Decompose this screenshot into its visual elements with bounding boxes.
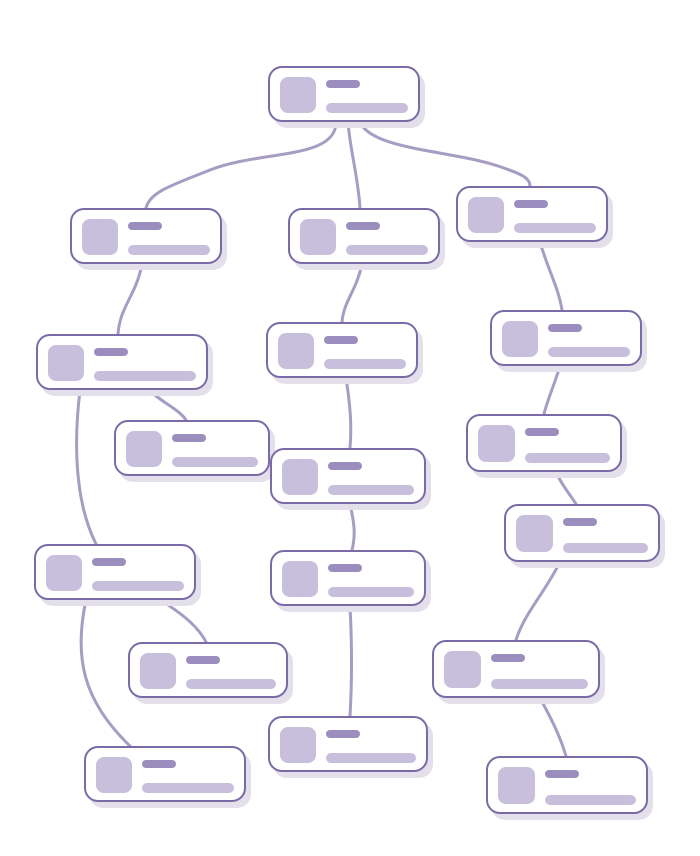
avatar-placeholder-icon: [502, 321, 538, 357]
title-placeholder: [491, 654, 525, 662]
node-root: [268, 66, 420, 122]
edge-M4-M6: [350, 606, 352, 716]
title-placeholder: [128, 222, 162, 230]
title-placeholder: [514, 200, 548, 208]
subtitle-placeholder: [491, 679, 588, 689]
title-placeholder: [328, 564, 362, 572]
avatar-placeholder-icon: [48, 345, 84, 381]
title-placeholder: [324, 336, 358, 344]
node-R6: [486, 756, 648, 814]
node-M2: [266, 322, 418, 378]
edge-R3b-R5: [516, 562, 560, 640]
edge-L4-L6: [81, 600, 130, 746]
subtitle-placeholder: [186, 679, 276, 689]
title-placeholder: [545, 770, 579, 778]
avatar-placeholder-icon: [300, 219, 336, 255]
subtitle-placeholder: [94, 371, 196, 381]
node-L3: [114, 420, 270, 476]
avatar-placeholder-icon: [278, 333, 314, 369]
node-R5: [432, 640, 600, 698]
node-M6: [268, 716, 428, 772]
subtitle-placeholder: [92, 581, 184, 591]
subtitle-placeholder: [514, 223, 596, 233]
avatar-placeholder-icon: [82, 219, 118, 255]
edge-L1-L2: [118, 264, 142, 334]
subtitle-placeholder: [346, 245, 428, 255]
title-placeholder: [525, 428, 559, 436]
node-R3b: [504, 504, 660, 562]
subtitle-placeholder: [324, 359, 406, 369]
node-M1: [288, 208, 440, 264]
title-placeholder: [94, 348, 128, 356]
subtitle-placeholder: [128, 245, 210, 255]
title-placeholder: [92, 558, 126, 566]
node-M3: [270, 448, 426, 504]
subtitle-placeholder: [328, 485, 414, 495]
avatar-placeholder-icon: [280, 77, 316, 113]
edge-root-R1: [360, 122, 530, 186]
title-placeholder: [142, 760, 176, 768]
avatar-placeholder-icon: [282, 459, 318, 495]
tree-diagram: [0, 0, 700, 856]
avatar-placeholder-icon: [126, 431, 162, 467]
edge-root-L1: [146, 122, 336, 208]
node-L5: [128, 642, 288, 698]
avatar-placeholder-icon: [478, 425, 515, 462]
title-placeholder: [172, 434, 206, 442]
edge-R2-R3: [544, 366, 560, 414]
title-placeholder: [328, 462, 362, 470]
avatar-placeholder-icon: [468, 197, 504, 233]
edge-R5-R6: [540, 698, 566, 756]
node-L6: [84, 746, 246, 802]
avatar-placeholder-icon: [96, 757, 132, 793]
node-R2: [490, 310, 642, 366]
title-placeholder: [186, 656, 220, 664]
node-L4: [34, 544, 196, 600]
edge-M2-M3: [346, 378, 351, 448]
subtitle-placeholder: [525, 453, 610, 463]
title-placeholder: [346, 222, 380, 230]
subtitle-placeholder: [548, 347, 630, 357]
edge-M3-M4: [350, 504, 354, 550]
avatar-placeholder-icon: [280, 727, 316, 763]
node-R3: [466, 414, 622, 472]
subtitle-placeholder: [172, 457, 258, 467]
avatar-placeholder-icon: [140, 653, 176, 689]
avatar-placeholder-icon: [46, 555, 82, 591]
node-M4: [270, 550, 426, 606]
subtitle-placeholder: [328, 587, 414, 597]
avatar-placeholder-icon: [516, 515, 553, 552]
edge-M1-M2: [342, 264, 362, 322]
avatar-placeholder-icon: [498, 767, 535, 804]
node-R1: [456, 186, 608, 242]
subtitle-placeholder: [326, 753, 416, 763]
title-placeholder: [563, 518, 597, 526]
subtitle-placeholder: [563, 543, 648, 553]
title-placeholder: [326, 80, 360, 88]
subtitle-placeholder: [545, 795, 636, 805]
title-placeholder: [548, 324, 582, 332]
edge-R1-R2: [540, 242, 562, 310]
node-L1: [70, 208, 222, 264]
avatar-placeholder-icon: [444, 651, 481, 688]
edge-L4-L5: [160, 600, 206, 642]
node-L2: [36, 334, 208, 390]
edge-L2-L4: [77, 390, 96, 544]
subtitle-placeholder: [142, 783, 234, 793]
title-placeholder: [326, 730, 360, 738]
edge-root-M1: [348, 122, 360, 208]
avatar-placeholder-icon: [282, 561, 318, 597]
subtitle-placeholder: [326, 103, 408, 113]
